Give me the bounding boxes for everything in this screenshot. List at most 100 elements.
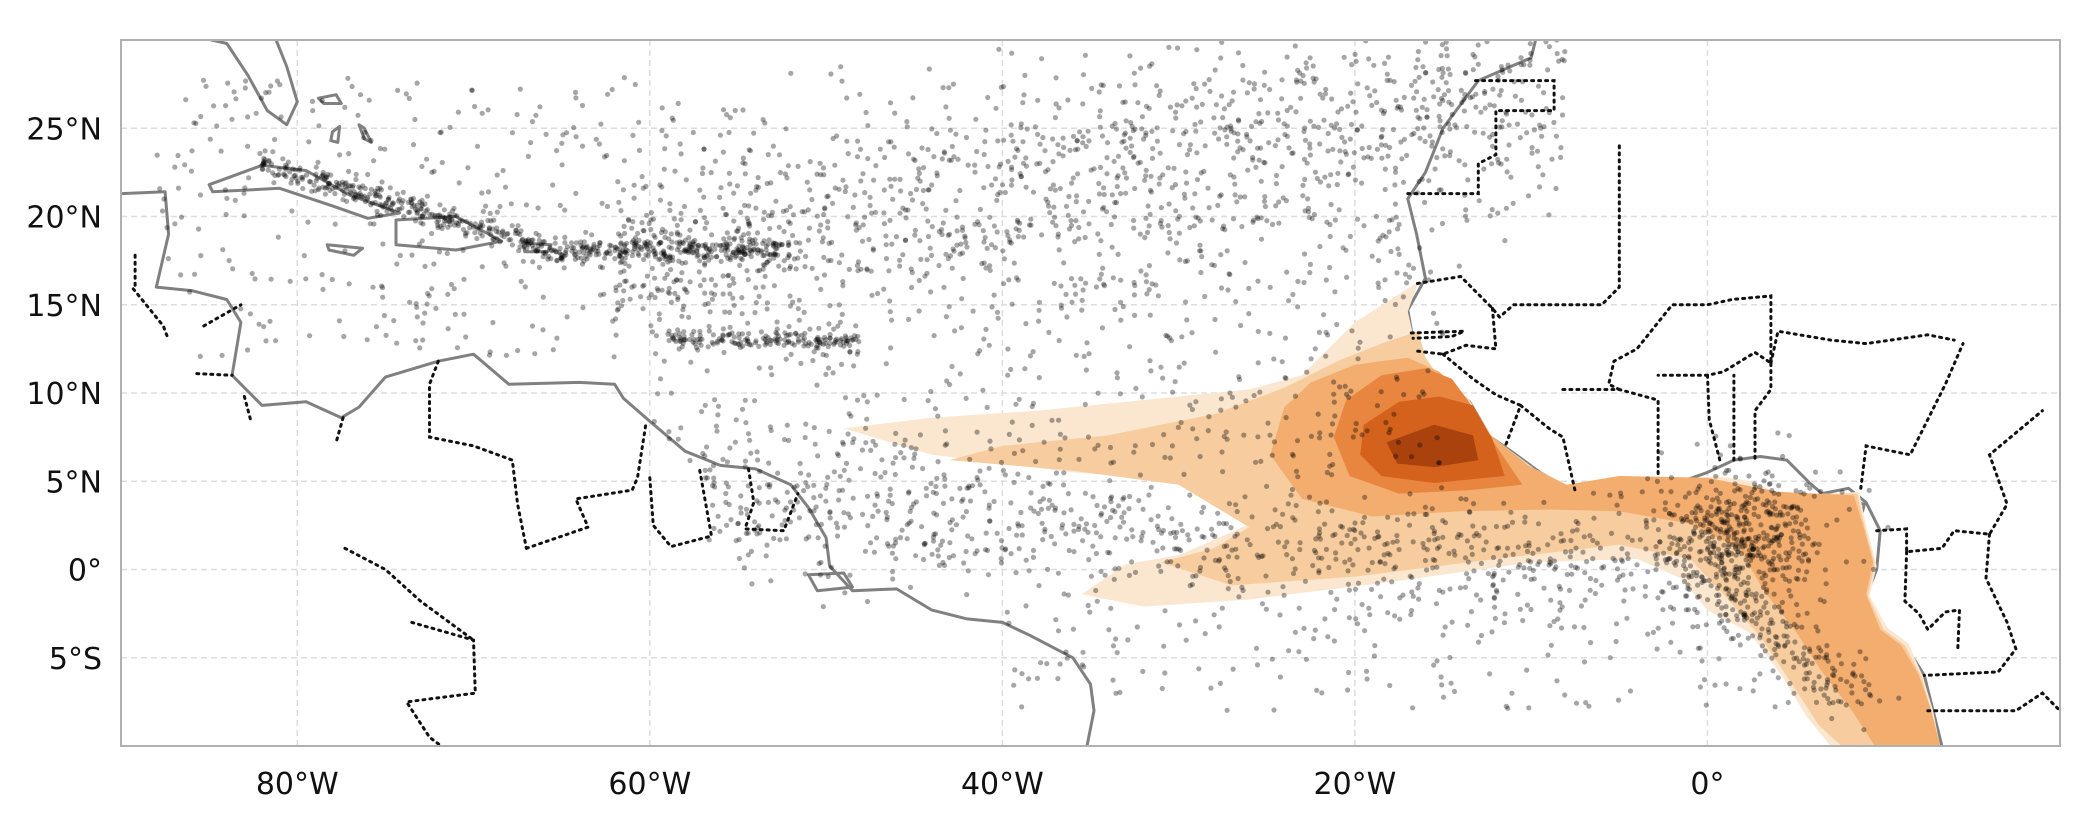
scatter-point	[1469, 551, 1475, 558]
scatter-point	[1777, 512, 1783, 518]
scatter-point	[242, 85, 248, 91]
scatter-point	[1049, 417, 1055, 423]
scatter-point	[1424, 114, 1430, 120]
scatter-point	[330, 186, 336, 192]
scatter-point	[1233, 502, 1239, 508]
scatter-point	[641, 256, 647, 263]
scatter-point	[1217, 557, 1223, 563]
scatter-point	[1032, 124, 1038, 130]
scatter-point	[1009, 50, 1015, 56]
scatter-point	[478, 219, 485, 225]
scatter-point	[1028, 216, 1034, 222]
scatter-point	[383, 200, 390, 206]
scatter-point	[1707, 555, 1713, 561]
scatter-point	[688, 359, 694, 365]
scatter-point	[1242, 194, 1248, 200]
scatter-point	[1473, 91, 1479, 97]
scatter-point	[1508, 509, 1514, 515]
scatter-point	[1344, 274, 1350, 280]
scatter-point	[422, 263, 428, 269]
scatter-point	[681, 336, 687, 343]
scatter-point	[1276, 199, 1282, 205]
scatter-point	[1080, 649, 1086, 655]
scatter-point	[487, 210, 493, 216]
scatter-point	[1720, 519, 1726, 525]
scatter-point	[808, 341, 814, 347]
scatter-point	[814, 213, 820, 219]
scatter-point	[352, 191, 358, 197]
scatter-point	[1740, 544, 1746, 550]
scatter-point	[769, 338, 775, 344]
scatter-point	[705, 300, 711, 307]
scatter-point	[178, 214, 185, 220]
scatter-point	[550, 347, 556, 353]
scatter-point	[1352, 51, 1358, 58]
scatter-point	[756, 293, 762, 299]
scatter-point	[802, 330, 808, 337]
scatter-point	[977, 468, 983, 474]
scatter-point	[357, 190, 363, 196]
scatter-point	[1079, 662, 1085, 668]
scatter-point	[1848, 683, 1855, 689]
scatter-point	[1005, 158, 1011, 164]
scatter-point	[601, 291, 607, 297]
scatter-point	[888, 345, 894, 351]
scatter-point	[1273, 203, 1279, 209]
scatter-point	[1092, 446, 1098, 452]
scatter-point	[1039, 56, 1045, 62]
scatter-point	[1026, 676, 1032, 682]
scatter-point	[1475, 42, 1481, 48]
scatter-point	[1160, 172, 1166, 178]
scatter-point	[1193, 399, 1199, 405]
scatter-point	[1052, 507, 1058, 513]
scatter-point	[1362, 628, 1368, 634]
scatter-point	[1716, 592, 1722, 598]
scatter-point	[842, 333, 849, 339]
scatter-point	[501, 260, 507, 266]
scatter-point	[907, 584, 914, 591]
scatter-point	[1771, 534, 1777, 540]
scatter-point	[1323, 499, 1330, 505]
scatter-point	[623, 247, 629, 253]
scatter-point	[1283, 414, 1289, 421]
scatter-point	[615, 306, 621, 312]
scatter-point	[922, 273, 928, 279]
scatter-point	[1741, 529, 1747, 535]
scatter-point	[1440, 632, 1446, 638]
scatter-point	[530, 259, 536, 265]
scatter-point	[364, 196, 371, 202]
scatter-point	[823, 337, 829, 343]
scatter-point	[916, 166, 922, 172]
scatter-point	[803, 253, 809, 259]
scatter-point	[631, 283, 637, 289]
scatter-point	[934, 170, 940, 176]
scatter-point	[1052, 541, 1058, 547]
scatter-point	[1297, 70, 1303, 76]
scatter-point	[1112, 306, 1118, 313]
scatter-point	[650, 245, 656, 251]
scatter-point	[1005, 372, 1011, 378]
scatter-point	[828, 564, 835, 570]
scatter-point	[1717, 490, 1723, 496]
scatter-point	[1063, 203, 1070, 209]
scatter-point	[1047, 210, 1053, 216]
scatter-point	[435, 212, 441, 218]
scatter-point	[1768, 540, 1774, 546]
scatter-point	[433, 305, 439, 311]
scatter-point	[828, 71, 834, 77]
scatter-point	[1158, 568, 1164, 575]
scatter-point	[529, 242, 535, 249]
scatter-point	[1748, 543, 1755, 549]
scatter-point	[751, 247, 757, 253]
scatter-point	[1387, 334, 1393, 340]
scatter-point	[1788, 505, 1794, 511]
scatter-point	[1144, 291, 1150, 297]
scatter-point	[1524, 548, 1531, 555]
scatter-point	[686, 246, 692, 252]
scatter-point	[949, 143, 955, 150]
scatter-point	[1101, 283, 1108, 289]
scatter-point	[1267, 330, 1273, 336]
scatter-point	[289, 176, 295, 182]
scatter-point	[792, 331, 799, 337]
scatter-point	[449, 208, 456, 214]
